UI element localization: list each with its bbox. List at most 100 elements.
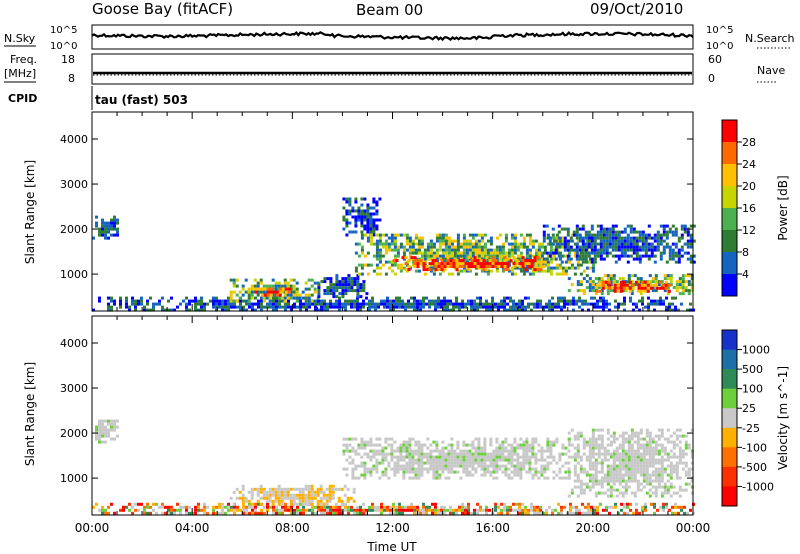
velocity-cell bbox=[648, 452, 652, 456]
power-cell bbox=[387, 245, 391, 249]
velocity-cell bbox=[636, 485, 640, 489]
power-cell bbox=[262, 287, 266, 291]
velocity-cell bbox=[399, 455, 403, 459]
velocity-cell bbox=[465, 470, 469, 474]
velocity-cell bbox=[265, 493, 269, 497]
power-cell bbox=[447, 251, 451, 255]
power-cell bbox=[308, 302, 311, 306]
velocity-cell bbox=[540, 458, 544, 462]
power-cell bbox=[350, 280, 354, 284]
velocity-cell bbox=[549, 443, 553, 447]
velocity-cell bbox=[256, 487, 260, 491]
velocity-cell bbox=[593, 505, 596, 509]
power-cell bbox=[563, 236, 567, 240]
power-cell bbox=[539, 299, 542, 303]
velocity-cell bbox=[486, 458, 490, 462]
velocity-cell bbox=[241, 499, 245, 503]
power-cell bbox=[632, 239, 636, 243]
power-cell bbox=[107, 302, 110, 306]
velocity-cell bbox=[653, 511, 656, 515]
power-cell bbox=[304, 287, 308, 291]
velocity-cell bbox=[489, 443, 493, 447]
power-cell bbox=[509, 296, 512, 300]
velocity-cell bbox=[116, 434, 119, 438]
velocity-cell bbox=[98, 434, 101, 438]
power-cell bbox=[563, 299, 566, 303]
power-cell bbox=[335, 299, 338, 303]
power-cell bbox=[224, 305, 227, 309]
power-cell bbox=[554, 251, 558, 255]
power-cell bbox=[360, 263, 364, 267]
velocity-cell bbox=[522, 440, 526, 444]
power-cell bbox=[317, 289, 321, 293]
power-cell bbox=[444, 248, 448, 252]
power-cell bbox=[590, 239, 594, 243]
power-cell bbox=[283, 278, 287, 282]
velocity-cell bbox=[627, 449, 631, 453]
power-colorbar-swatch bbox=[722, 164, 737, 187]
power-cell bbox=[482, 268, 486, 272]
velocity-cell bbox=[518, 502, 521, 506]
power-cell bbox=[281, 299, 284, 303]
power-cell bbox=[600, 277, 604, 281]
power-cell bbox=[257, 302, 260, 306]
velocity-cell bbox=[515, 508, 518, 512]
velocity-cell bbox=[567, 449, 571, 453]
power-cell bbox=[519, 257, 523, 261]
power-cell bbox=[602, 299, 605, 303]
velocity-cell bbox=[635, 502, 638, 506]
power-cell bbox=[449, 259, 453, 263]
power-cell bbox=[498, 254, 502, 258]
power-cell bbox=[680, 224, 684, 228]
power-cell bbox=[512, 308, 515, 312]
velocity-cell bbox=[393, 461, 397, 465]
power-cell bbox=[317, 283, 321, 287]
power-cell bbox=[582, 257, 586, 261]
power-cell bbox=[313, 287, 317, 291]
power-cell bbox=[476, 296, 479, 300]
power-cell bbox=[441, 242, 445, 246]
velocity-cell bbox=[471, 464, 475, 468]
power-cell bbox=[95, 221, 98, 225]
velocity-cell bbox=[645, 431, 649, 435]
velocity-cell bbox=[232, 502, 236, 506]
velocity-cell bbox=[241, 487, 245, 491]
velocity-cell bbox=[636, 464, 640, 468]
velocity-cell bbox=[495, 452, 499, 456]
velocity-cell bbox=[609, 434, 613, 438]
power-cell bbox=[227, 296, 230, 300]
velocity-cell bbox=[390, 455, 394, 459]
power-cell bbox=[662, 245, 666, 249]
velocity-cell bbox=[567, 461, 571, 465]
power-cell bbox=[692, 239, 696, 243]
velocity-cell bbox=[101, 440, 104, 444]
power-cell bbox=[513, 242, 517, 246]
velocity-colorbar-swatch bbox=[722, 466, 737, 487]
velocity-cell bbox=[164, 505, 167, 509]
power-cell bbox=[354, 266, 358, 270]
power-cell bbox=[477, 251, 481, 255]
velocity-cell bbox=[259, 496, 263, 500]
power-cell bbox=[345, 218, 349, 222]
velocity-cell bbox=[292, 496, 296, 500]
velocity-cell bbox=[477, 461, 481, 465]
velocity-cell bbox=[558, 458, 562, 462]
power-cell bbox=[584, 248, 588, 252]
power-cell bbox=[573, 254, 577, 258]
velocity-cell bbox=[426, 467, 430, 471]
power-cell bbox=[596, 251, 600, 255]
velocity-cell bbox=[633, 461, 637, 465]
power-cell bbox=[504, 233, 508, 237]
velocity-cell bbox=[678, 485, 682, 489]
power-cell bbox=[378, 260, 382, 264]
velocity-cell bbox=[669, 482, 673, 486]
power-cell bbox=[612, 277, 616, 281]
velocity-cell bbox=[238, 490, 242, 494]
power-cell bbox=[671, 308, 674, 312]
power-cell bbox=[497, 265, 501, 269]
power-cell bbox=[399, 245, 403, 249]
power-cell bbox=[684, 289, 688, 293]
velocity-cell bbox=[528, 455, 532, 459]
velocity-cell bbox=[332, 508, 335, 512]
power-cell bbox=[465, 245, 469, 249]
